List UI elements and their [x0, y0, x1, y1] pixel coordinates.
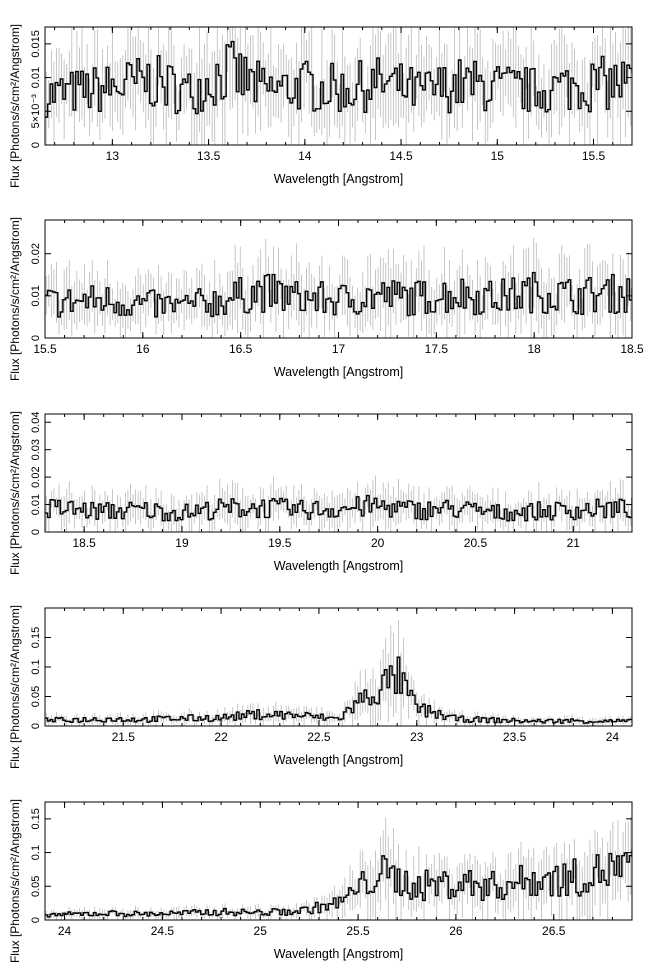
y-tick-label: 0.1 — [30, 659, 42, 674]
spectrum-panel-4: 21.5 22 22.5 23 23.5 24 0 0.05 0.1 0.15 Wavelength… — [8, 605, 633, 769]
x-tick-label: 25 — [254, 924, 268, 938]
data-layer — [45, 619, 632, 726]
data-layer — [45, 237, 632, 338]
x-tick-label: 24 — [606, 730, 620, 744]
data-layer — [45, 475, 632, 532]
x-tick-label: 23 — [410, 730, 424, 744]
flux-step-line — [45, 656, 632, 724]
x-tick-label: 19 — [175, 536, 189, 550]
spectrum-panel-2: 15.5 16 16.5 17 17.5 18 18.5 0 0.01 0.02 Wavelengt… — [8, 217, 644, 381]
y-tick-label: 0.03 — [30, 439, 42, 460]
y-axis-label: Flux [Photons/s/cm²/Angstrom] — [8, 605, 22, 769]
x-tick-label: 14.5 — [389, 149, 413, 163]
spectrum-panel-3: 18.5 19 19.5 20 20.5 21 0 0.01 0.02 0.03 0.04 Wavel… — [8, 411, 633, 575]
y-tick-label: 0.04 — [30, 412, 42, 433]
x-tick-label: 15.5 — [582, 149, 606, 163]
x-tick-label: 15.5 — [33, 342, 57, 356]
plot-frame — [44, 607, 633, 727]
y-tick-label: 0.05 — [30, 686, 42, 707]
flux-step-line — [45, 40, 632, 118]
y-tick-label: 0 — [30, 723, 42, 729]
x-tick-label: 26.5 — [542, 924, 566, 938]
x-tick-label: 19.5 — [268, 536, 292, 550]
x-axis-label: Wavelength [Angstrom] — [274, 753, 403, 767]
x-tick-label: 13 — [106, 149, 120, 163]
spectrum-panel-1: 13 13.5 14 14.5 15 15.5 0 5×10⁻³ 0.01 0.015 Wavele… — [8, 24, 633, 188]
x-tick-label: 16.5 — [229, 342, 253, 356]
x-tick-label: 23.5 — [503, 730, 527, 744]
flux-step-line — [45, 494, 632, 522]
y-axis-label: Flux [Photons/s/cm²/Angstrom] — [8, 799, 22, 963]
data-layer — [45, 27, 632, 145]
x-axis-label: Wavelength [Angstrom] — [274, 559, 403, 573]
y-tick-label: 0 — [30, 529, 42, 535]
plot-frame — [44, 26, 633, 146]
x-tick-label: 18.5 — [72, 536, 96, 550]
y-tick-label: 0.01 — [30, 285, 42, 306]
x-tick-label: 18 — [527, 342, 541, 356]
x-tick-label: 25.5 — [346, 924, 370, 938]
x-tick-label: 21.5 — [112, 730, 136, 744]
x-tick-label: 26 — [449, 924, 463, 938]
data-layer — [45, 816, 632, 920]
x-tick-label: 20 — [371, 536, 385, 550]
y-axis-label: Flux [Photons/s/cm²/Angstrom] — [8, 411, 22, 575]
x-tick-label: 24.5 — [151, 924, 175, 938]
y-tick-label: 0 — [30, 917, 42, 923]
x-tick-label: 24 — [58, 924, 72, 938]
y-tick-label: 0.015 — [30, 30, 42, 58]
x-tick-label: 21 — [567, 536, 581, 550]
x-tick-label: 20.5 — [464, 536, 488, 550]
y-tick-label: 0.02 — [30, 243, 42, 264]
x-tick-label: 13.5 — [197, 149, 221, 163]
y-tick-label: 0.01 — [30, 67, 42, 88]
y-tick-label: 0.02 — [30, 466, 42, 487]
y-axis-label: Flux [Photons/s/cm²/Angstrom] — [8, 217, 22, 381]
x-tick-label: 17.5 — [425, 342, 449, 356]
y-tick-label: 0.01 — [30, 494, 42, 515]
x-tick-label: 17 — [332, 342, 346, 356]
x-tick-label: 16 — [136, 342, 150, 356]
x-tick-label: 18.5 — [620, 342, 644, 356]
y-tick-label: 0 — [30, 335, 42, 341]
y-axis-label: Flux [Photons/s/cm²/Angstrom] — [8, 24, 22, 188]
y-tick-label: 0.05 — [30, 876, 42, 897]
x-axis-label: Wavelength [Angstrom] — [274, 947, 403, 961]
spectrum-panel-5: 24 24.5 25 25.5 26 26.5 0 0.05 0.1 0.15 Wavelength… — [8, 799, 633, 963]
y-tick-label: 0.1 — [30, 845, 42, 860]
x-axis-label: Wavelength [Angstrom] — [274, 172, 403, 186]
flux-step-line — [45, 271, 632, 318]
flux-step-line — [45, 849, 632, 918]
y-tick-label: 0.15 — [30, 808, 42, 829]
y-tick-label: 0.15 — [30, 627, 42, 648]
y-tick-label: 0 — [30, 142, 42, 148]
x-tick-label: 22 — [214, 730, 228, 744]
x-axis-label: Wavelength [Angstrom] — [274, 365, 403, 379]
x-tick-label: 14 — [298, 149, 312, 163]
x-tick-label: 22.5 — [307, 730, 331, 744]
x-tick-label: 15 — [491, 149, 505, 163]
y-tick-label: 5×10⁻³ — [30, 94, 42, 129]
